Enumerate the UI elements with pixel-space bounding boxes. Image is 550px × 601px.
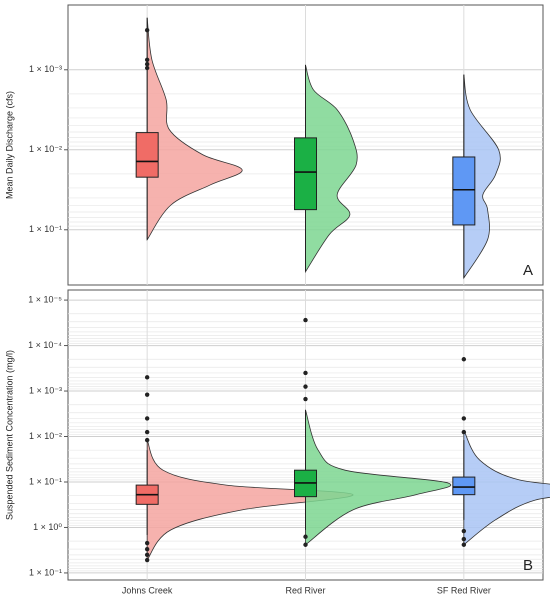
box — [452, 476, 476, 496]
outlier — [144, 429, 150, 435]
x-tick-label: Johns Creek — [122, 585, 173, 595]
outlier — [461, 416, 467, 421]
y-tick-label: 1 × 10⁻⁴ — [28, 340, 62, 350]
violin — [463, 74, 501, 280]
outlier — [461, 528, 467, 534]
outlier — [144, 540, 150, 546]
violin — [146, 17, 243, 241]
outlier — [303, 396, 308, 402]
panel-annotation: B — [523, 557, 533, 574]
y-tick-label: 1 × 10⁻¹ — [29, 224, 62, 234]
box — [294, 137, 317, 211]
outlier — [144, 546, 150, 552]
outlier — [144, 552, 150, 558]
outlier — [303, 370, 308, 376]
outlier — [303, 542, 308, 547]
x-tick-label: Red River — [285, 585, 325, 595]
outlier — [144, 27, 150, 33]
violin — [463, 429, 550, 546]
y-axis-label: Mean Daily Discharge (cfs) — [4, 91, 14, 199]
outlier — [461, 536, 467, 542]
y-axis-label: Suspended Sediment Concentration (mg/l) — [4, 350, 14, 520]
y-tick-label: 1 × 10⁻¹ — [29, 567, 62, 577]
outlier — [144, 61, 150, 67]
outlier — [461, 542, 467, 547]
y-tick-label: 1 × 10⁻³ — [29, 64, 62, 74]
violin — [305, 64, 358, 274]
panel-annotation: A — [523, 262, 533, 279]
y-tick-label: 1 × 10⁻³ — [29, 385, 62, 395]
y-tick-label: 1 × 10⁰ — [33, 522, 62, 532]
outlier — [303, 384, 308, 389]
box — [452, 156, 476, 226]
outlier — [303, 534, 308, 539]
outlier — [144, 375, 150, 380]
outlier — [303, 317, 308, 323]
outlier — [144, 392, 150, 397]
outlier — [144, 416, 150, 421]
outlier — [144, 57, 150, 62]
y-tick-label: 1 × 10⁻² — [29, 431, 62, 441]
box — [135, 132, 159, 178]
outlier — [461, 429, 467, 435]
y-tick-label: 1 × 10⁻² — [29, 144, 62, 154]
outlier — [144, 557, 150, 563]
y-tick-label: 1 × 10⁻⁵ — [28, 294, 62, 304]
outlier — [144, 437, 150, 443]
y-tick-label: 1 × 10⁻¹ — [29, 476, 62, 486]
x-tick-label: SF Red River — [437, 585, 491, 595]
outlier — [144, 65, 150, 71]
violin — [305, 409, 452, 546]
outlier — [461, 357, 467, 362]
